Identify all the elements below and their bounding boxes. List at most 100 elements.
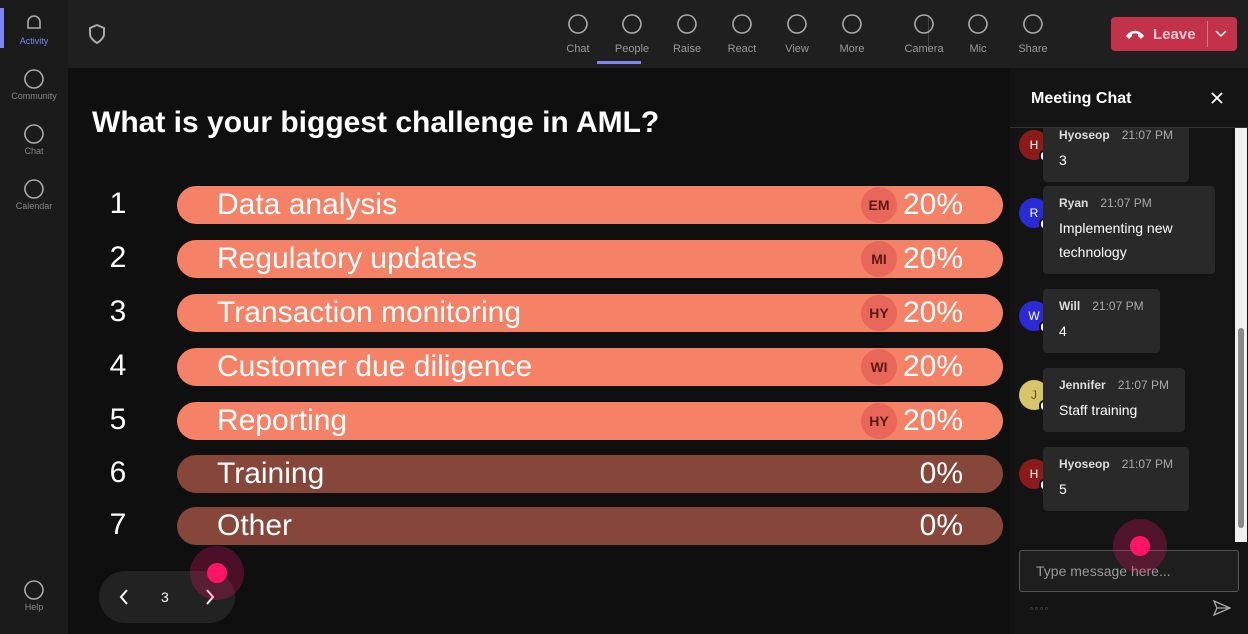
message-list: H Hyoseop 21:07 PM 3 R Ryan 21:07 PM Implementi… <box>1010 128 1235 542</box>
option-bar[interactable]: Regulatory updates MI 20% <box>177 240 1003 278</box>
toolbar-icon[interactable] <box>912 12 936 36</box>
toolbar-icon[interactable] <box>840 12 864 36</box>
scrollbar <box>1235 128 1247 542</box>
chat-panel: Meeting Chat H Hyoseop 21:07 PM 3 R Ryan 21:07… <box>1010 68 1248 634</box>
option-percent: 20% <box>902 296 963 329</box>
option-label: Transaction monitoring <box>217 296 522 329</box>
option-percent: 0% <box>919 509 963 542</box>
toolbar: Leave Chat People Raise React View More Camera… <box>68 0 1248 68</box>
message-header: Hyoseop 21:07 PM <box>1059 128 1173 142</box>
option-label: Regulatory updates <box>217 242 478 275</box>
option-bar[interactable]: Data analysis EM 20% <box>177 186 1003 224</box>
sidebar-icon[interactable] <box>22 177 46 201</box>
message-bubble: Hyoseop 21:07 PM 5 <box>1043 447 1190 511</box>
toolbar-label[interactable]: Camera <box>904 43 944 55</box>
voter-avatar: MI <box>861 241 897 277</box>
message-text: 3 <box>1059 152 1067 168</box>
timestamp: 21:07 PM <box>1121 128 1174 142</box>
format-icons: ▫ ▫ ▫ ▫ <box>1030 604 1049 613</box>
divider <box>1010 127 1248 128</box>
toolbar-label[interactable]: More <box>839 43 865 55</box>
timestamp: 21:07 PM <box>1117 378 1170 392</box>
timestamp: 21:07 PM <box>1121 457 1174 471</box>
author: Ryan <box>1059 196 1089 210</box>
message-header: Jennifer 21:07 PM <box>1059 378 1169 392</box>
leave-label: Leave <box>1153 26 1196 43</box>
option-label: Other <box>217 509 293 542</box>
separator <box>1207 21 1208 47</box>
sidebar-label: Community <box>11 91 57 101</box>
option-bar[interactable]: Other 0% <box>177 507 1003 545</box>
message-text: Staff training <box>1059 402 1138 418</box>
option-bar[interactable]: Transaction monitoring HY 20% <box>177 294 1003 332</box>
separator <box>928 16 929 52</box>
option-percent: 20% <box>902 188 963 221</box>
toolbar-label[interactable]: Share <box>1018 43 1048 55</box>
option-percent: 20% <box>902 242 963 275</box>
sidebar-icon[interactable] <box>22 67 46 91</box>
chat-title: Meeting Chat <box>1031 90 1132 107</box>
leave-button[interactable]: Leave <box>1111 17 1237 51</box>
message-bubble: Jennifer 21:07 PM Staff training <box>1043 368 1186 432</box>
toolbar-icon[interactable] <box>730 12 754 36</box>
message-text: 4 <box>1059 323 1067 339</box>
option-bar[interactable]: Customer due diligence WI 20% <box>177 348 1003 386</box>
voter-avatar: HY <box>861 295 897 331</box>
poll-question: What is your biggest challenge in AML? <box>92 106 660 139</box>
toolbar-label[interactable]: Raise <box>672 43 702 55</box>
toolbar-label[interactable]: Chat <box>566 43 590 55</box>
sidebar-label: Activity <box>19 36 49 46</box>
sidebar: Activity Community Chat Calendar Help <box>0 0 68 634</box>
message-bubble: Ryan 21:07 PM Implementing new technology <box>1043 186 1215 274</box>
close-button[interactable] <box>1211 92 1223 104</box>
toolbar-label[interactable]: People <box>614 43 650 55</box>
message-text: 5 <box>1059 481 1067 497</box>
send-button[interactable] <box>1213 600 1231 616</box>
author: Will <box>1059 299 1081 313</box>
toolbar-label[interactable]: View <box>785 43 809 55</box>
voter-avatar: EM <box>861 187 897 223</box>
option-percent: 20% <box>902 350 963 383</box>
sidebar-icon[interactable] <box>22 12 46 36</box>
toolbar-icon[interactable] <box>620 12 644 36</box>
toolbar-label[interactable]: React <box>727 43 757 55</box>
author: Hyoseop <box>1059 128 1110 142</box>
message-header: Hyoseop 21:07 PM <box>1059 457 1173 471</box>
active-indicator <box>0 8 4 48</box>
author: Hyoseop <box>1059 457 1110 471</box>
option-number: 1 <box>109 187 127 220</box>
sidebar-label: Calendar <box>15 201 53 211</box>
toolbar-label[interactable]: Mic <box>969 43 987 55</box>
option-number: 5 <box>109 403 127 436</box>
toolbar-icon[interactable] <box>566 12 590 36</box>
message-input[interactable]: Type message here... <box>1019 550 1239 592</box>
toolbar-icon[interactable] <box>675 12 699 36</box>
voter-avatar: WI <box>861 349 897 385</box>
toolbar-icon[interactable] <box>1021 12 1045 36</box>
toolbar-icon[interactable] <box>966 12 990 36</box>
prev-button[interactable] <box>119 589 129 605</box>
toolbar-icon[interactable] <box>785 12 809 36</box>
shield-icon <box>89 24 105 44</box>
option-number: 7 <box>109 508 127 541</box>
timestamp: 21:07 PM <box>1100 196 1152 210</box>
click-halo <box>190 546 244 600</box>
option-bar[interactable]: Reporting HY 20% <box>177 402 1003 440</box>
option-bar[interactable]: Training 0% <box>177 455 1003 493</box>
timestamp: 21:07 PM <box>1092 299 1144 313</box>
message-text: Implementing new technology <box>1059 220 1173 260</box>
message-bubble: Will 21:07 PM 4 <box>1043 289 1160 353</box>
option-label: Data analysis <box>217 188 398 221</box>
voter-avatar: HY <box>861 403 897 439</box>
author: Jennifer <box>1059 378 1106 392</box>
message-header: Ryan 21:07 PM <box>1059 196 1199 210</box>
option-label: Reporting <box>217 404 348 437</box>
message-bubble: Hyoseop 21:07 PM 3 <box>1043 128 1190 182</box>
next-button[interactable] <box>205 589 215 605</box>
help-icon[interactable] <box>22 578 46 602</box>
sidebar-label: Chat <box>24 146 44 156</box>
click-dot <box>1130 536 1150 556</box>
input-placeholder: Type message here... <box>1036 563 1171 579</box>
sidebar-icon[interactable] <box>22 122 46 146</box>
